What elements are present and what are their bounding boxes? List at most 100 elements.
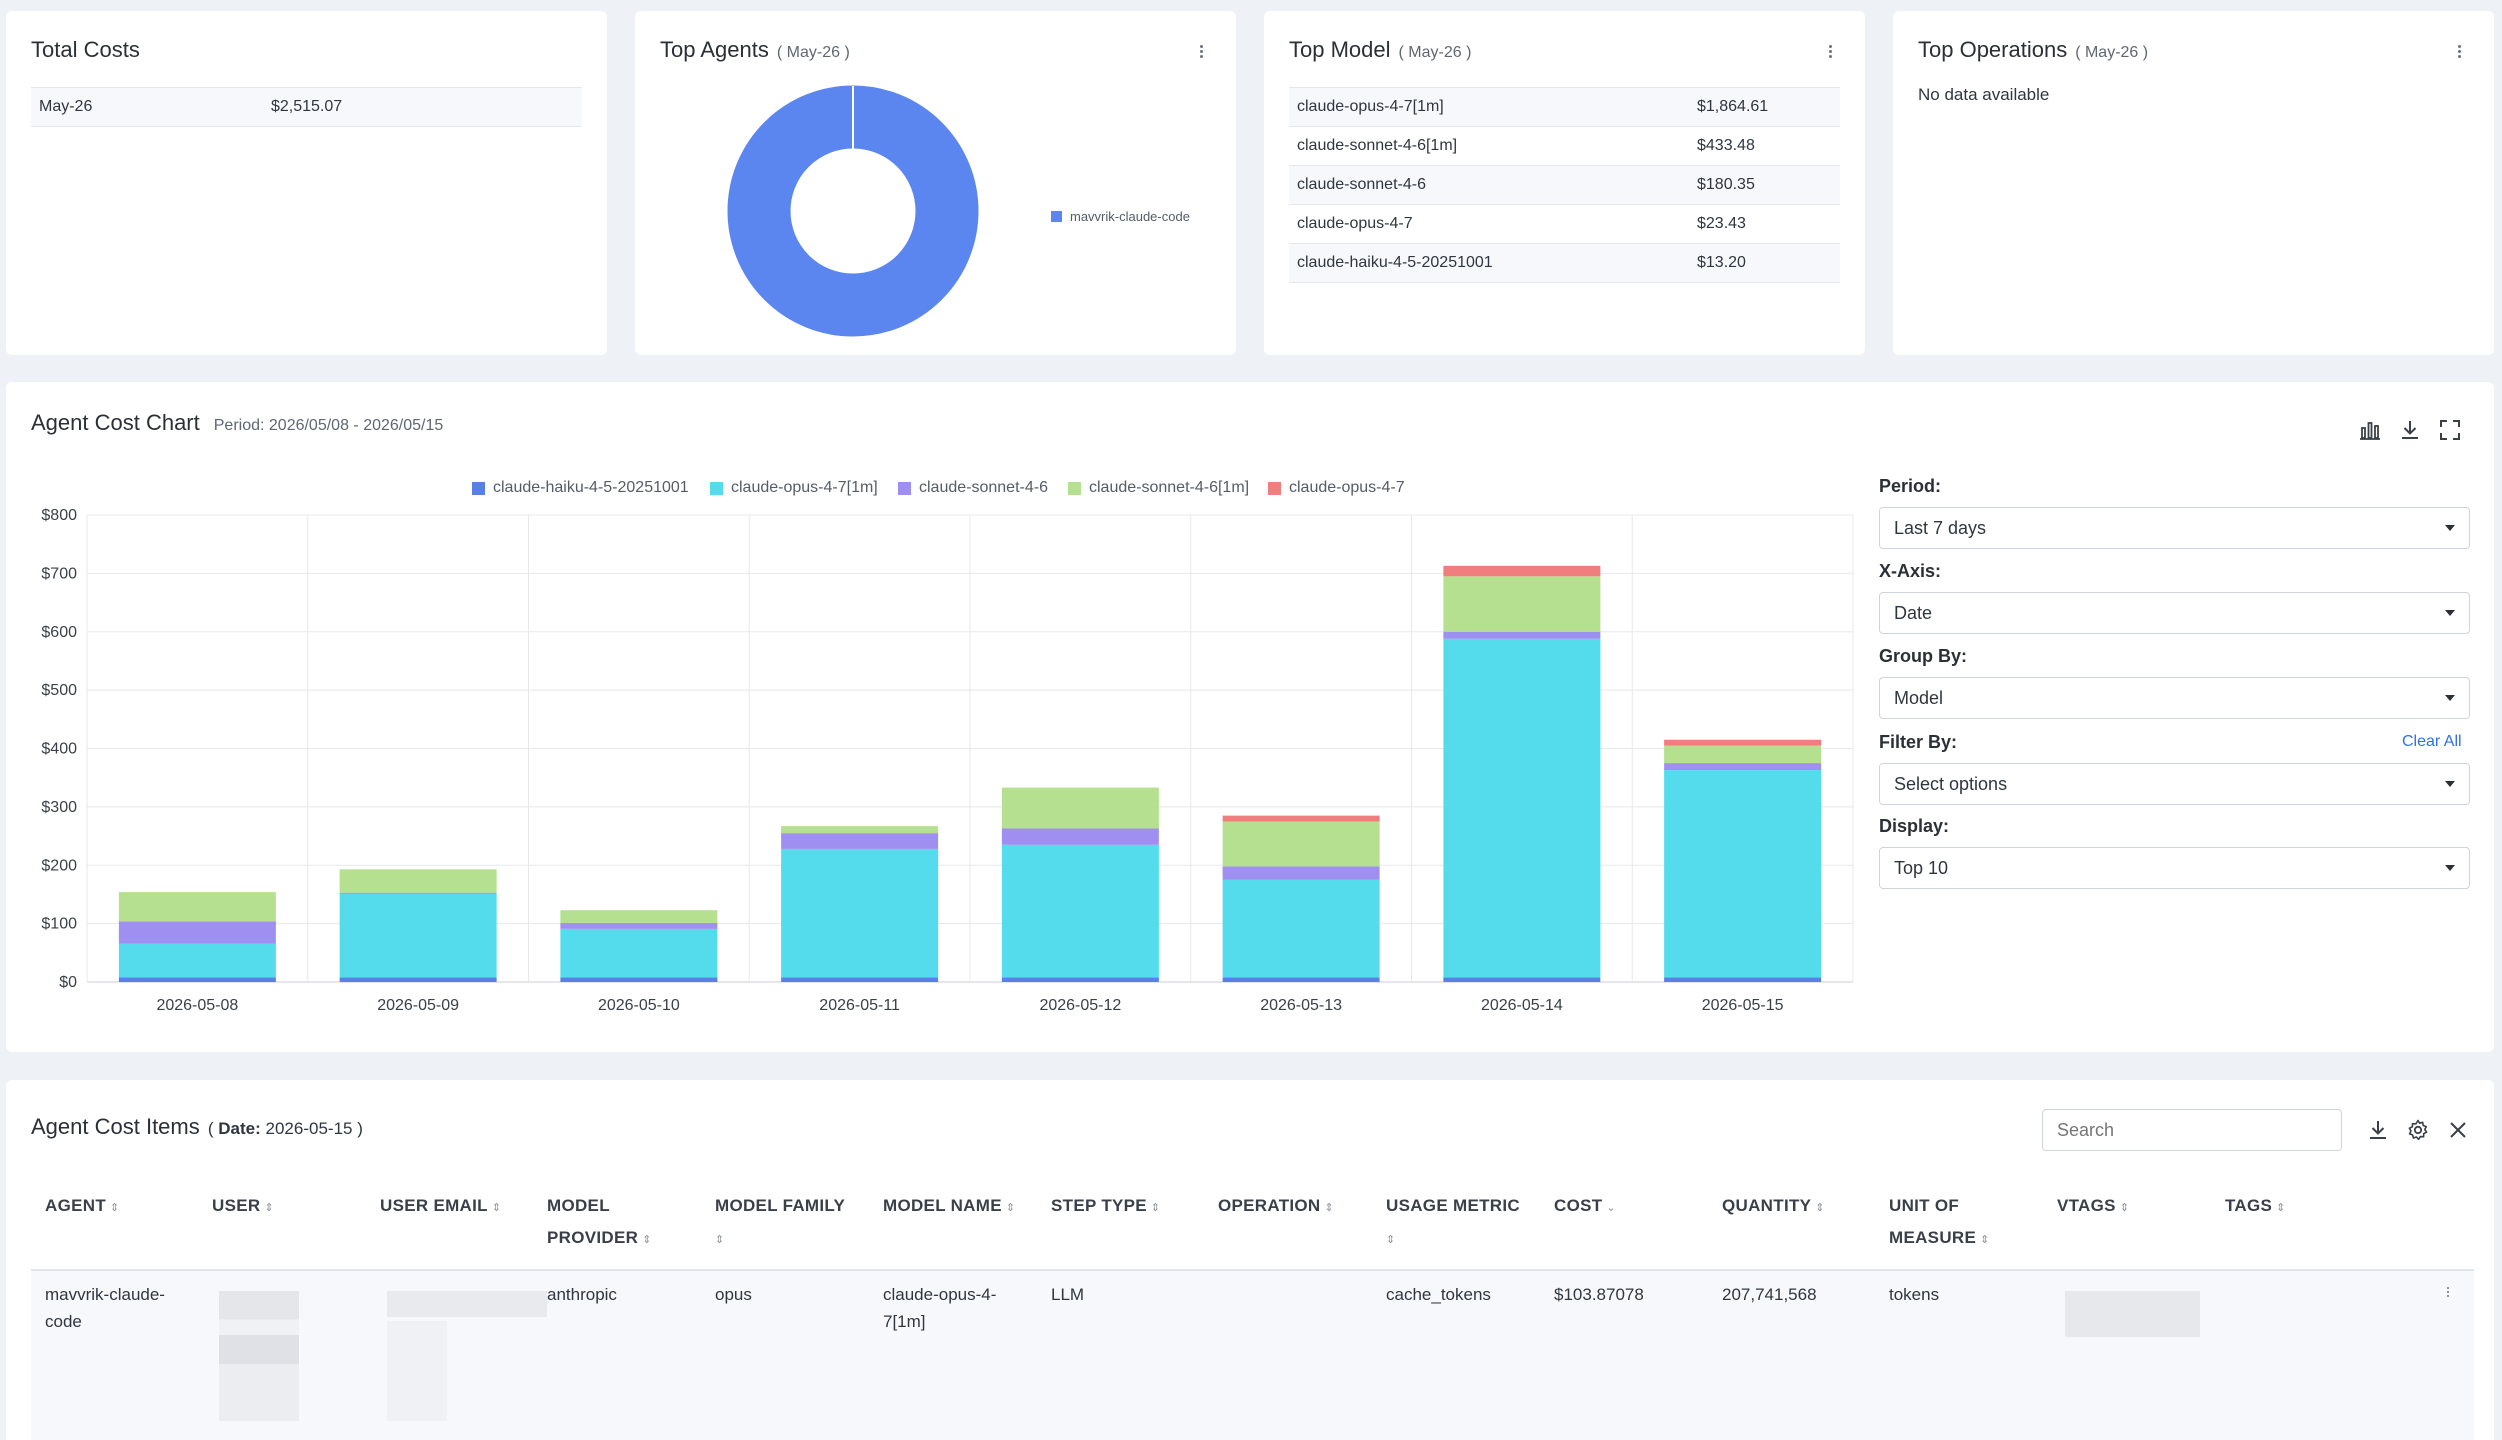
more-options-icon[interactable] (2454, 43, 2464, 63)
cell-text: code (45, 1312, 82, 1331)
y-tick-label: $200 (41, 857, 77, 874)
cell-unit-of-measure: tokens (1889, 1285, 1940, 1304)
header-label: MODEL NAME (883, 1196, 1002, 1215)
bar-segment (118, 921, 276, 944)
legend-item-haiku[interactable]: claude-haiku-4-5-20251001 (472, 479, 689, 497)
xaxis-label: X-Axis: (1879, 561, 1942, 581)
groupby-label: Group By: (1879, 646, 1967, 666)
search-input[interactable] (2042, 1109, 2342, 1151)
header-label: QUANTITY (1722, 1196, 1812, 1215)
legend-item-opus-1m[interactable]: claude-opus-4-7[1m] (710, 479, 878, 497)
chevron-down-icon (2445, 525, 2455, 531)
legend-item-opus[interactable]: claude-opus-4-7 (1268, 479, 1405, 497)
date-label: Date: (218, 1119, 261, 1138)
sort-icon: ⇕ (1980, 1234, 1990, 1246)
header-label: VTAGS (2057, 1196, 2116, 1215)
top-operations-title: Top Operations ( May-26 ) (1918, 37, 2148, 63)
sort-icon: ⇕ (2119, 1202, 2130, 1214)
filterby-label: Filter By: (1879, 732, 1958, 752)
x-tick-label: 2026-05-09 (377, 997, 459, 1014)
legend-label: claude-haiku-4-5-20251001 (493, 479, 689, 496)
model-cost-cell: $433.48 (1689, 126, 1840, 166)
y-tick-label: $400 (41, 741, 77, 758)
column-header-unit-of-measure[interactable]: UNIT OF MEASURE ⇕ (1889, 1190, 1990, 1256)
cell-text: mavvrik-claude- (45, 1285, 165, 1304)
column-header-step-type[interactable]: STEP TYPE ⇕ (1051, 1190, 1160, 1224)
top-operations-title-text: Top Operations (1918, 37, 2068, 62)
chart-title-text: Agent Cost Chart (31, 410, 200, 435)
legend-swatch (1068, 481, 1081, 495)
table-row[interactable]: mavvrik-claude-code anthropic opus claud… (31, 1271, 2474, 1440)
stacked-bar-chart: $0 $100 $200 $300 $400 $500 $600 $700 $800 2026-0… (41, 507, 1854, 1014)
more-options-icon[interactable] (1196, 43, 1206, 63)
column-header-vtags[interactable]: VTAGS ⇕ (2057, 1190, 2129, 1224)
y-tick-label: $600 (41, 624, 77, 641)
bar-segment (560, 910, 718, 924)
header-label: AGENT (45, 1196, 106, 1215)
gear-icon[interactable] (2406, 1118, 2430, 1142)
y-tick-label: $800 (41, 507, 77, 524)
column-header-model-family[interactable]: MODEL FAMILY ⇕ (715, 1190, 845, 1256)
agent-cost-chart-card: Agent Cost Chart Period: 2026/05/08 - 202… (6, 382, 2494, 1052)
top-model-subtitle: ( May-26 ) (1398, 44, 1472, 61)
bar-segment (1222, 821, 1380, 867)
header-label: COST (1554, 1196, 1603, 1215)
legend-label: mavvrik-claude-code (1070, 209, 1190, 224)
bar-segment (1443, 565, 1601, 577)
bar-segment (1001, 977, 1159, 982)
top-model-card: Top Model ( May-26 ) claude-opus-4-7[1m] $… (1264, 11, 1865, 355)
table-row: claude-opus-4-7 $23.43 (1289, 204, 1840, 244)
y-tick-label: $500 (41, 682, 77, 699)
column-header-operation[interactable]: OPERATION ⇕ (1218, 1190, 1334, 1224)
sort-icon: ⇕ (491, 1202, 502, 1214)
cell-model-name: claude-opus-4- 7[1m] (883, 1281, 996, 1335)
column-header-tags[interactable]: TAGS ⇕ (2225, 1190, 2286, 1224)
chart-type-icon[interactable] (2358, 418, 2382, 442)
legend-label: claude-opus-4-7 (1289, 479, 1405, 496)
bar-segment (1664, 770, 1822, 978)
filterby-select[interactable]: Select options (1879, 763, 2470, 805)
sort-icon: ⇕ (1386, 1234, 1396, 1246)
column-header-user[interactable]: USER ⇕ (212, 1190, 274, 1224)
column-header-usage-metric[interactable]: USAGE METRIC ⇕ (1386, 1190, 1520, 1256)
display-select[interactable]: Top 10 (1879, 847, 2470, 889)
more-options-icon[interactable] (1825, 43, 1835, 63)
column-header-user-email[interactable]: USER EMAIL ⇕ (380, 1190, 501, 1224)
bar-segment (339, 977, 497, 982)
bar-segment (781, 833, 939, 849)
groupby-select[interactable]: Model (1879, 677, 2470, 719)
legend-item-sonnet[interactable]: claude-sonnet-4-6 (898, 479, 1048, 497)
column-header-agent[interactable]: AGENT ⇕ (45, 1190, 120, 1224)
clear-all-link[interactable]: Clear All (2402, 733, 2462, 750)
bar-segment (560, 923, 718, 929)
header-divider (31, 1269, 2474, 1271)
legend-item-sonnet-1m[interactable]: claude-sonnet-4-6[1m] (1068, 479, 1249, 497)
top-model-title-text: Top Model (1289, 37, 1391, 62)
bar-segment (339, 893, 497, 978)
model-name-cell: claude-sonnet-4-6[1m] (1289, 126, 1689, 166)
cell-step-type: LLM (1051, 1285, 1085, 1304)
period-select[interactable]: Last 7 days (1879, 507, 2470, 549)
sort-desc-icon: ⌄ (1606, 1202, 1616, 1214)
fullscreen-icon[interactable] (2438, 418, 2462, 442)
bar-segment (1664, 745, 1822, 764)
column-header-quantity[interactable]: QUANTITY ⇕ (1722, 1190, 1825, 1224)
download-icon[interactable] (2366, 1118, 2390, 1142)
top-agents-subtitle: ( May-26 ) (776, 44, 850, 61)
close-icon[interactable] (2446, 1118, 2470, 1142)
chevron-down-icon (2445, 610, 2455, 616)
model-name-cell: claude-opus-4-7[1m] (1289, 87, 1689, 127)
column-header-model-name[interactable]: MODEL NAME ⇕ (883, 1190, 1015, 1224)
model-name-cell: claude-haiku-4-5-20251001 (1289, 243, 1689, 283)
total-costs-title: Total Costs (31, 37, 140, 62)
column-header-cost[interactable]: COST ⌄ (1554, 1190, 1616, 1224)
column-header-model-provider[interactable]: MODEL PROVIDER ⇕ (547, 1190, 652, 1256)
row-actions-icon[interactable] (2443, 1285, 2453, 1305)
chart-period: Period: 2026/05/08 - 2026/05/15 (213, 417, 444, 434)
xaxis-select[interactable]: Date (1879, 592, 2470, 634)
chevron-down-icon (2445, 865, 2455, 871)
bar-segment (339, 869, 497, 893)
bar-segment (1001, 828, 1159, 845)
chevron-down-icon (2445, 781, 2455, 787)
download-icon[interactable] (2398, 418, 2422, 442)
